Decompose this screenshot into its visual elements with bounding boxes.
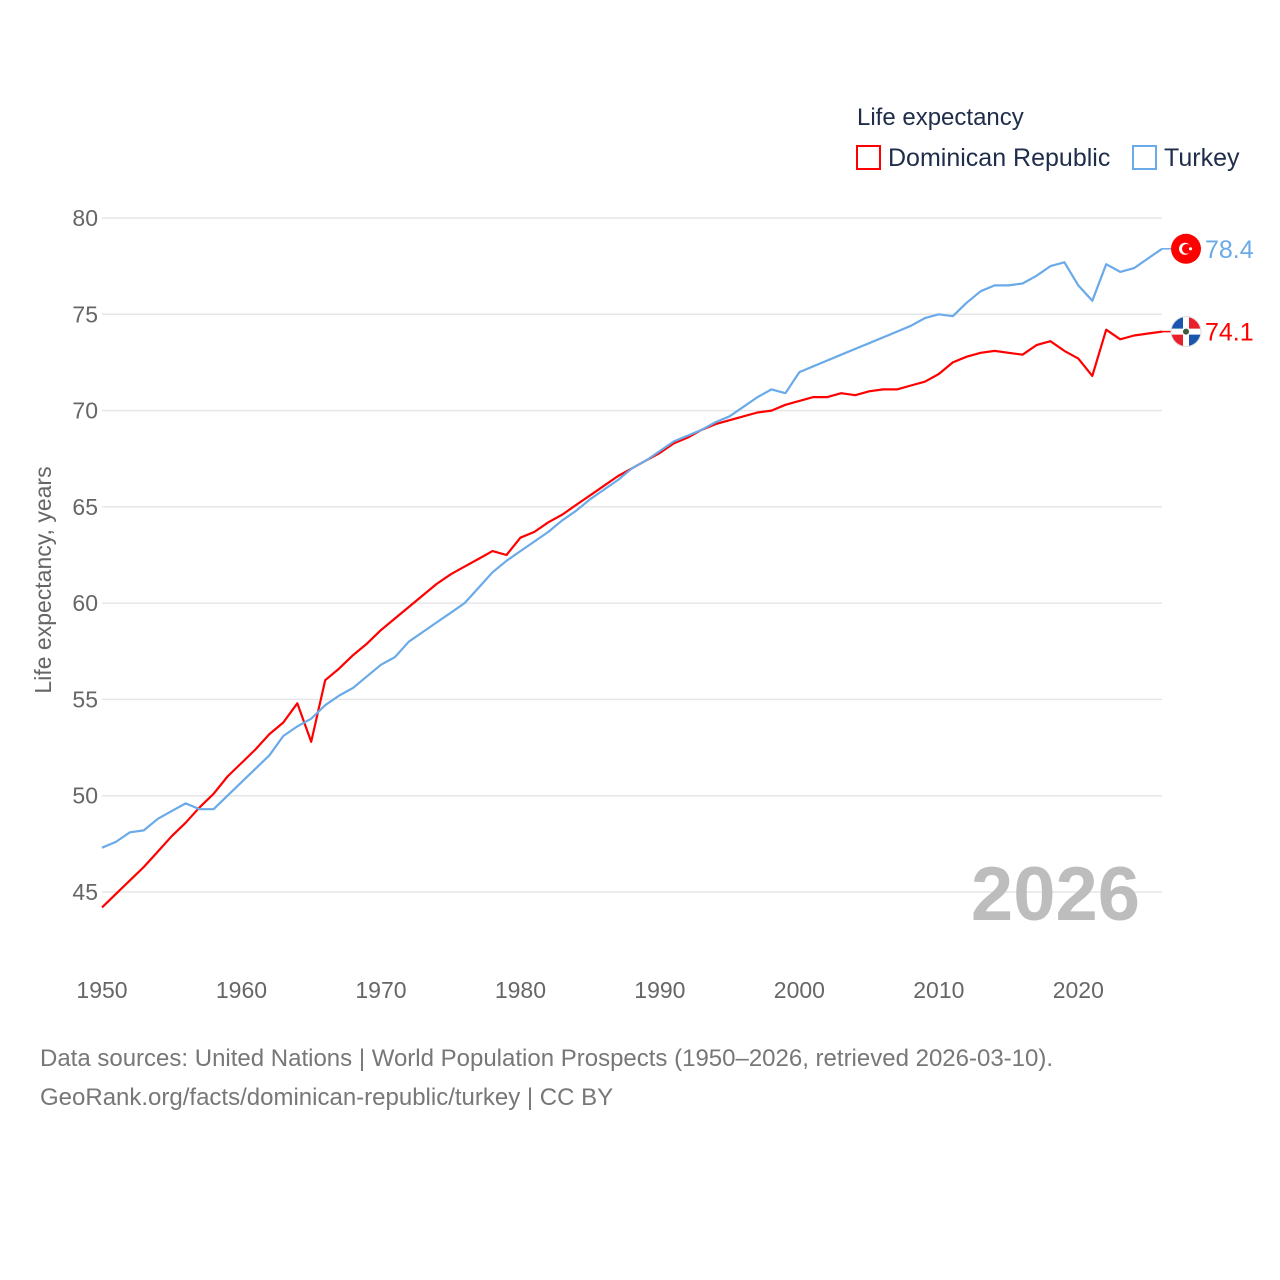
series-line-dominican-republic <box>101 328 1163 909</box>
y-tick-label: 50 <box>72 783 98 809</box>
series-lines <box>101 247 1163 909</box>
gridlines <box>102 217 1162 893</box>
legend-label-turkey: Turkey <box>1164 144 1240 172</box>
x-tick-label: 1960 <box>216 977 267 1003</box>
legend-item-turkey[interactable]: Turkey <box>1132 144 1240 172</box>
legend-swatch-turkey <box>1132 145 1157 170</box>
x-tick-label: 2010 <box>913 977 964 1003</box>
legend: Life expectancy Dominican Republic Turke… <box>856 104 1240 172</box>
footer-attribution[interactable]: GeoRank.org/facts/dominican-republic/tur… <box>40 1084 614 1111</box>
dominican-republic-flag-icon <box>1170 316 1202 348</box>
legend-swatch-dominican-republic <box>856 145 881 170</box>
footer-sources: Data sources: United Nations | World Pop… <box>40 1045 1054 1072</box>
y-axis-label: Life expectancy, years <box>30 466 56 693</box>
x-tick-label: 2000 <box>774 977 825 1003</box>
y-tick-label: 45 <box>72 879 98 905</box>
y-tick-label: 60 <box>72 590 98 616</box>
turkey-flag-icon <box>1171 233 1201 264</box>
x-tick-label: 1970 <box>355 977 406 1003</box>
y-tick-label: 55 <box>72 686 98 712</box>
y-tick-label: 70 <box>72 398 98 424</box>
y-tick-label: 80 <box>72 205 98 231</box>
end-labels: 74.1 78.4 <box>1162 233 1254 348</box>
y-tick-label: 65 <box>72 494 98 520</box>
end-value-turkey: 78.4 <box>1205 236 1254 264</box>
x-axis-ticks: 1950 1960 1970 1980 1990 2000 2010 2020 <box>76 977 1103 1003</box>
x-tick-label: 1980 <box>495 977 546 1003</box>
y-tick-label: 75 <box>72 301 98 327</box>
year-watermark: 2026 <box>971 852 1140 937</box>
legend-item-dominican-republic[interactable]: Dominican Republic <box>856 144 1110 172</box>
series-line-turkey <box>101 247 1163 849</box>
legend-label-dominican-republic: Dominican Republic <box>888 144 1110 172</box>
x-tick-label: 1990 <box>634 977 685 1003</box>
legend-title: Life expectancy <box>857 104 1024 131</box>
x-tick-label: 1950 <box>76 977 127 1003</box>
y-axis-ticks: 45 50 55 60 65 70 75 80 <box>72 205 98 905</box>
end-value-dominican-republic: 74.1 <box>1205 319 1254 347</box>
x-tick-label: 2020 <box>1053 977 1104 1003</box>
